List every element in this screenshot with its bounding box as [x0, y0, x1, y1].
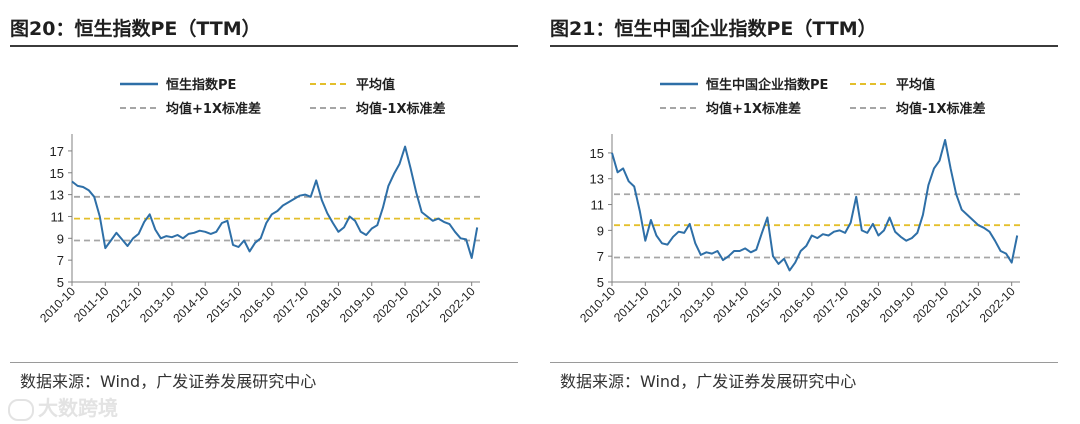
figure-title: 图20：恒生指数PE（TTM） [10, 18, 261, 40]
y-tick-label: 9 [597, 223, 604, 238]
x-tick-label: 2022-10 [437, 284, 478, 325]
x-tick-label: 2019-10 [877, 284, 918, 325]
legend-label: 平均值 [896, 77, 935, 93]
y-tick-label: 9 [57, 231, 64, 246]
x-tick-label: 2013-10 [677, 284, 718, 325]
x-tick-label: 2022-10 [977, 284, 1018, 325]
y-tick-label: 5 [57, 275, 64, 290]
title-divider [550, 45, 1058, 47]
y-tick-label: 13 [50, 188, 64, 203]
x-tick-label: 2012-10 [104, 284, 145, 325]
x-tick-label: 2013-10 [137, 284, 178, 325]
figure-source: 数据来源：Wind，广发证券发展研究中心 [20, 372, 317, 391]
x-tick-label: 2010-10 [37, 284, 78, 325]
source-divider [550, 362, 1058, 363]
x-tick-label: 2016-10 [777, 284, 818, 325]
x-tick-label: 2021-10 [943, 284, 984, 325]
y-tick-label: 7 [57, 253, 64, 268]
x-tick-label: 2020-10 [910, 284, 951, 325]
legend-label: 均值-1X标准差 [896, 101, 985, 117]
legend-label: 恒生指数PE [166, 77, 236, 93]
x-tick-label: 2017-10 [810, 284, 851, 325]
x-tick-label: 2017-10 [270, 284, 311, 325]
x-tick-label: 2010-10 [577, 284, 618, 325]
legend-label: 平均值 [356, 77, 395, 93]
x-tick-label: 2018-10 [304, 284, 345, 325]
y-tick-label: 13 [590, 172, 604, 187]
y-tick-label: 7 [597, 249, 604, 264]
x-tick-label: 2015-10 [204, 284, 245, 325]
title-divider [10, 45, 518, 47]
x-tick-label: 2014-10 [710, 284, 751, 325]
legend-label: 均值+1X标准差 [706, 101, 801, 117]
y-tick-label: 11 [591, 198, 605, 213]
pe-series-line [71, 145, 479, 259]
watermark: 大数跨境 [8, 392, 118, 421]
x-tick-label: 2020-10 [370, 284, 411, 325]
x-tick-label: 2018-10 [844, 284, 885, 325]
y-tick-label: 15 [590, 146, 604, 161]
figure-panel-hsi: 图20：恒生指数PE（TTM） 恒生指数PE 平均值均值+1X标准差 均值-1X标准… [10, 0, 520, 424]
watermark-logo-icon [8, 398, 34, 421]
watermark-text: 大数跨境 [38, 396, 118, 420]
source-divider [10, 362, 518, 363]
y-tick-label: 15 [50, 166, 64, 181]
y-tick-label: 5 [597, 275, 604, 290]
figure-title: 图21：恒生中国企业指数PE（TTM） [550, 18, 877, 40]
figure-panel-hscei: 图21：恒生中国企业指数PE（TTM） 恒生中国企业指数PE 平均值均值+1X标准… [550, 0, 1060, 424]
legend-label: 均值+1X标准差 [166, 101, 261, 117]
x-tick-label: 2016-10 [237, 284, 278, 325]
legend-label: 恒生中国企业指数PE [706, 77, 828, 93]
y-tick-label: 11 [51, 209, 65, 224]
pe-series-line [611, 139, 1019, 272]
x-tick-label: 2015-10 [744, 284, 785, 325]
x-tick-label: 2014-10 [170, 284, 211, 325]
figure-source: 数据来源：Wind，广发证券发展研究中心 [560, 372, 857, 391]
x-tick-label: 2021-10 [403, 284, 444, 325]
y-tick-label: 17 [50, 144, 64, 159]
x-tick-label: 2012-10 [644, 284, 685, 325]
legend-label: 均值-1X标准差 [356, 101, 445, 117]
x-tick-label: 2019-10 [337, 284, 378, 325]
